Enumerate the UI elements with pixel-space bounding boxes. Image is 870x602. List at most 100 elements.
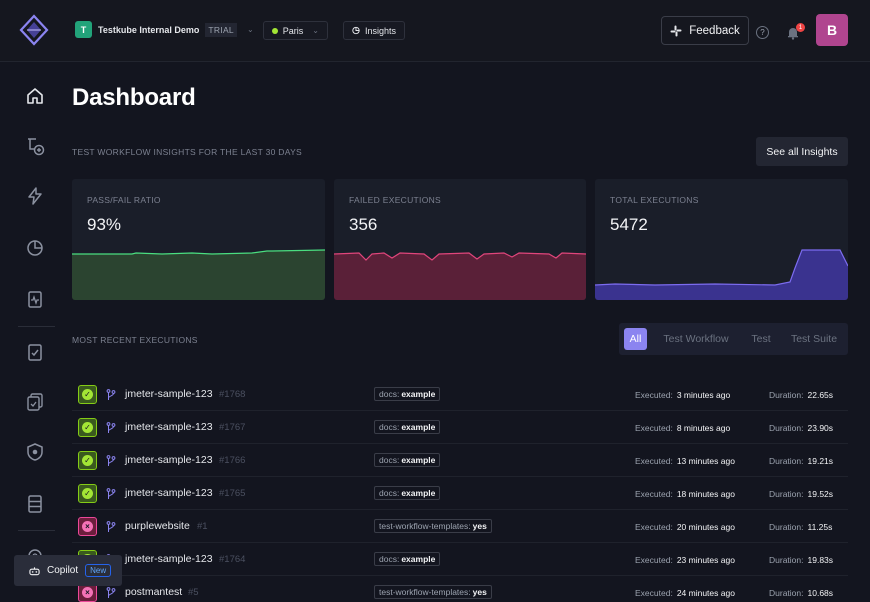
- executed-label: Executed:: [635, 555, 673, 565]
- passed-status-icon: ✓: [78, 451, 97, 470]
- label-value: yes: [472, 521, 487, 531]
- test-suites-icon[interactable]: [25, 392, 45, 412]
- label-key: docs:: [379, 389, 400, 399]
- label-key: docs:: [379, 455, 400, 465]
- pie-chart-icon: [352, 26, 360, 35]
- filter-tab-test[interactable]: Test: [751, 333, 771, 345]
- user-avatar[interactable]: B: [816, 14, 848, 46]
- label-key: docs:: [379, 554, 400, 564]
- org-avatar: T: [75, 21, 92, 38]
- executed-time: 13 minutes ago: [676, 456, 735, 466]
- duration-value: 10.68s: [807, 588, 834, 598]
- new-badge: New: [85, 564, 112, 577]
- lightning-icon[interactable]: [25, 186, 45, 206]
- label-key: test-workflow-templates:: [379, 587, 471, 597]
- execution-number: #1764: [219, 554, 246, 565]
- label-chip: docs: example: [374, 552, 441, 566]
- duration-info: Duration: 19.83s: [769, 555, 833, 565]
- label-key: test-workflow-templates:: [379, 521, 471, 531]
- pass-fail-ratio-card[interactable]: PASS/FAIL RATIO 93%: [72, 179, 325, 300]
- label-value: example: [401, 389, 436, 399]
- slack-icon: [670, 25, 682, 36]
- duration-value: 19.52s: [807, 489, 834, 499]
- card-label: FAILED EXECUTIONS: [349, 195, 442, 205]
- git-branch-icon: [106, 521, 116, 532]
- feedback-button[interactable]: Feedback: [661, 16, 749, 45]
- workflow-name[interactable]: purplewebsite: [125, 520, 190, 532]
- execution-number: #1766: [219, 455, 246, 466]
- failed-executions-sparkline: [334, 252, 586, 300]
- label-value: example: [401, 488, 436, 498]
- execution-number: #1: [197, 521, 208, 532]
- card-label: TOTAL EXECUTIONS: [610, 195, 699, 205]
- duration-info: Duration: 10.68s: [769, 588, 833, 598]
- executed-label: Executed:: [635, 456, 673, 466]
- organization-switcher[interactable]: T Testkube Internal Demo TRIAL ⌄: [75, 21, 254, 38]
- executed-info: Executed: 20 minutes ago: [635, 522, 735, 532]
- execution-row[interactable]: ✓ jmeter-sample-123 #1765 docs: example Execu…: [72, 477, 848, 510]
- workflow-add-icon[interactable]: [25, 136, 45, 156]
- failed-executions-card[interactable]: FAILED EXECUTIONS 356: [334, 179, 586, 300]
- environment-switcher[interactable]: Paris ⌄: [263, 21, 328, 40]
- see-all-insights-button[interactable]: See all Insights: [756, 137, 848, 166]
- card-value: 93%: [87, 215, 122, 234]
- execution-type-filter: All Test Workflow Test Test Suite: [619, 323, 848, 355]
- duration-label: Duration:: [769, 423, 804, 433]
- bell-icon[interactable]: [786, 26, 800, 40]
- execution-row[interactable]: ✓ jmeter-sample-123 #1766 docs: example Execu…: [72, 444, 848, 477]
- robot-icon: [29, 566, 40, 575]
- execution-row[interactable]: ✓jmeter-sample-123#1764docs:exampleExecu…: [72, 543, 848, 576]
- help-icon[interactable]: ?: [756, 26, 769, 39]
- workflow-name[interactable]: jmeter-sample-123: [125, 454, 213, 466]
- git-branch-icon: [106, 455, 116, 466]
- copilot-label: Copilot: [47, 565, 79, 576]
- execution-row[interactable]: × postmantest #5 test-workflow-templates: ye…: [72, 576, 848, 602]
- label-chip: docs: example: [374, 486, 441, 500]
- chevron-down-icon: ⌄: [312, 26, 319, 35]
- executed-time: 23 minutes ago: [676, 555, 735, 565]
- workflow-name[interactable]: postmantest: [125, 586, 183, 598]
- duration-info: Duration: 22.65s: [769, 390, 833, 400]
- pie-chart-icon[interactable]: [25, 238, 45, 258]
- passed-status-icon: ✓: [78, 385, 97, 404]
- executed-info: Executed: 23 minutes ago: [635, 555, 735, 565]
- insights-section-label: TEST WORKFLOW INSIGHTS FOR THE LAST 30 D…: [72, 147, 303, 157]
- execution-number: #1767: [219, 422, 246, 433]
- executed-time: 24 minutes ago: [676, 588, 735, 598]
- insights-button[interactable]: Insights: [343, 21, 405, 40]
- workflow-name[interactable]: jmeter-sample-123: [125, 388, 213, 400]
- workflow-name[interactable]: jmeter-sample-123: [125, 487, 213, 499]
- duration-label: Duration:: [769, 588, 804, 598]
- execution-row[interactable]: ✓ jmeter-sample-123 #1768 docs: example Execu…: [72, 378, 848, 411]
- execution-row[interactable]: ✓ jmeter-sample-123 #1767 docs: example Execu…: [72, 411, 848, 444]
- testkube-logo-icon[interactable]: [18, 14, 50, 46]
- duration-info: Duration: 19.52s: [769, 489, 833, 499]
- home-icon[interactable]: [25, 86, 45, 106]
- executed-info: Executed: 18 minutes ago: [635, 489, 735, 499]
- copilot-button[interactable]: Copilot New: [14, 555, 122, 586]
- executed-label: Executed:: [635, 423, 673, 433]
- clipboard-check-icon[interactable]: [25, 342, 45, 362]
- shield-icon[interactable]: [25, 442, 45, 462]
- label-key: docs:: [379, 488, 400, 498]
- database-icon[interactable]: [25, 494, 45, 514]
- execution-row[interactable]: × purplewebsite #1 test-workflow-templates:…: [72, 510, 848, 543]
- passed-status-icon: ✓: [78, 418, 97, 437]
- recent-executions-section-label: MOST RECENT EXECUTIONS: [72, 335, 198, 345]
- duration-value: 11.25s: [807, 522, 833, 532]
- label-chip: test-workflow-templates: yes: [374, 585, 492, 599]
- filter-tab-all[interactable]: All: [624, 328, 647, 350]
- feedback-label: Feedback: [689, 24, 740, 37]
- filter-tab-test-suite[interactable]: Test Suite: [790, 333, 838, 345]
- environment-status-dot: [272, 27, 278, 34]
- clipboard-pulse-icon[interactable]: [25, 289, 45, 309]
- workflow-name[interactable]: jmeter-sample-123: [125, 421, 213, 433]
- card-value: 5472: [610, 215, 648, 234]
- filter-tab-test-workflow[interactable]: Test Workflow: [663, 333, 729, 345]
- workflow-name[interactable]: jmeter-sample-123: [125, 553, 213, 565]
- card-value: 356: [349, 215, 378, 234]
- executed-time: 8 minutes ago: [676, 423, 731, 433]
- executed-label: Executed:: [635, 390, 673, 400]
- card-label: PASS/FAIL RATIO: [87, 195, 161, 205]
- total-executions-card[interactable]: TOTAL EXECUTIONS 5472: [595, 179, 848, 300]
